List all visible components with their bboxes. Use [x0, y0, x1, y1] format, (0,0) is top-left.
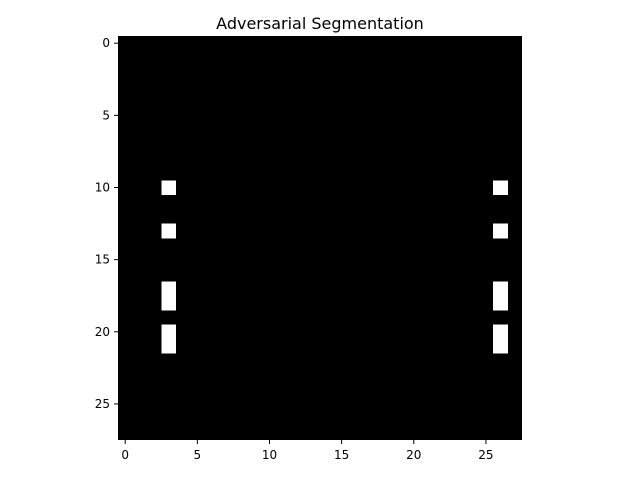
x-tick-label: 5 — [194, 448, 202, 462]
x-tick-label: 15 — [334, 448, 349, 462]
y-tick-label: 10 — [95, 181, 110, 195]
x-tick-label: 25 — [478, 448, 493, 462]
y-tick-label: 0 — [102, 36, 110, 50]
heatmap-cell — [161, 281, 177, 297]
y-tick-label: 15 — [95, 253, 110, 267]
heatmap-cell — [493, 281, 508, 297]
x-tick-label: 10 — [262, 448, 277, 462]
y-tick-label: 25 — [95, 397, 110, 411]
heatmap-cell — [161, 223, 177, 239]
heatmap-cell — [493, 180, 508, 196]
axes: 0 5 10 15 20 25 0 5 10 15 20 25 — [95, 36, 494, 462]
y-tick-label: 5 — [102, 108, 110, 122]
heatmap-cell — [161, 339, 177, 354]
x-tick-label: 0 — [121, 448, 129, 462]
y-tick-label: 20 — [95, 325, 110, 339]
heatmap-cell — [493, 295, 508, 311]
heatmap-cell — [493, 324, 508, 340]
heatmap-cell — [161, 180, 177, 196]
heatmap-cell — [493, 339, 508, 354]
heatmap-cell — [161, 295, 177, 311]
heatmap-cell — [493, 223, 508, 239]
heatmap-cell — [161, 324, 177, 340]
plot-area — [118, 36, 522, 440]
x-tick-label: 20 — [406, 448, 421, 462]
chart-title: Adversarial Segmentation — [216, 14, 424, 33]
heatmap-background — [118, 36, 522, 440]
